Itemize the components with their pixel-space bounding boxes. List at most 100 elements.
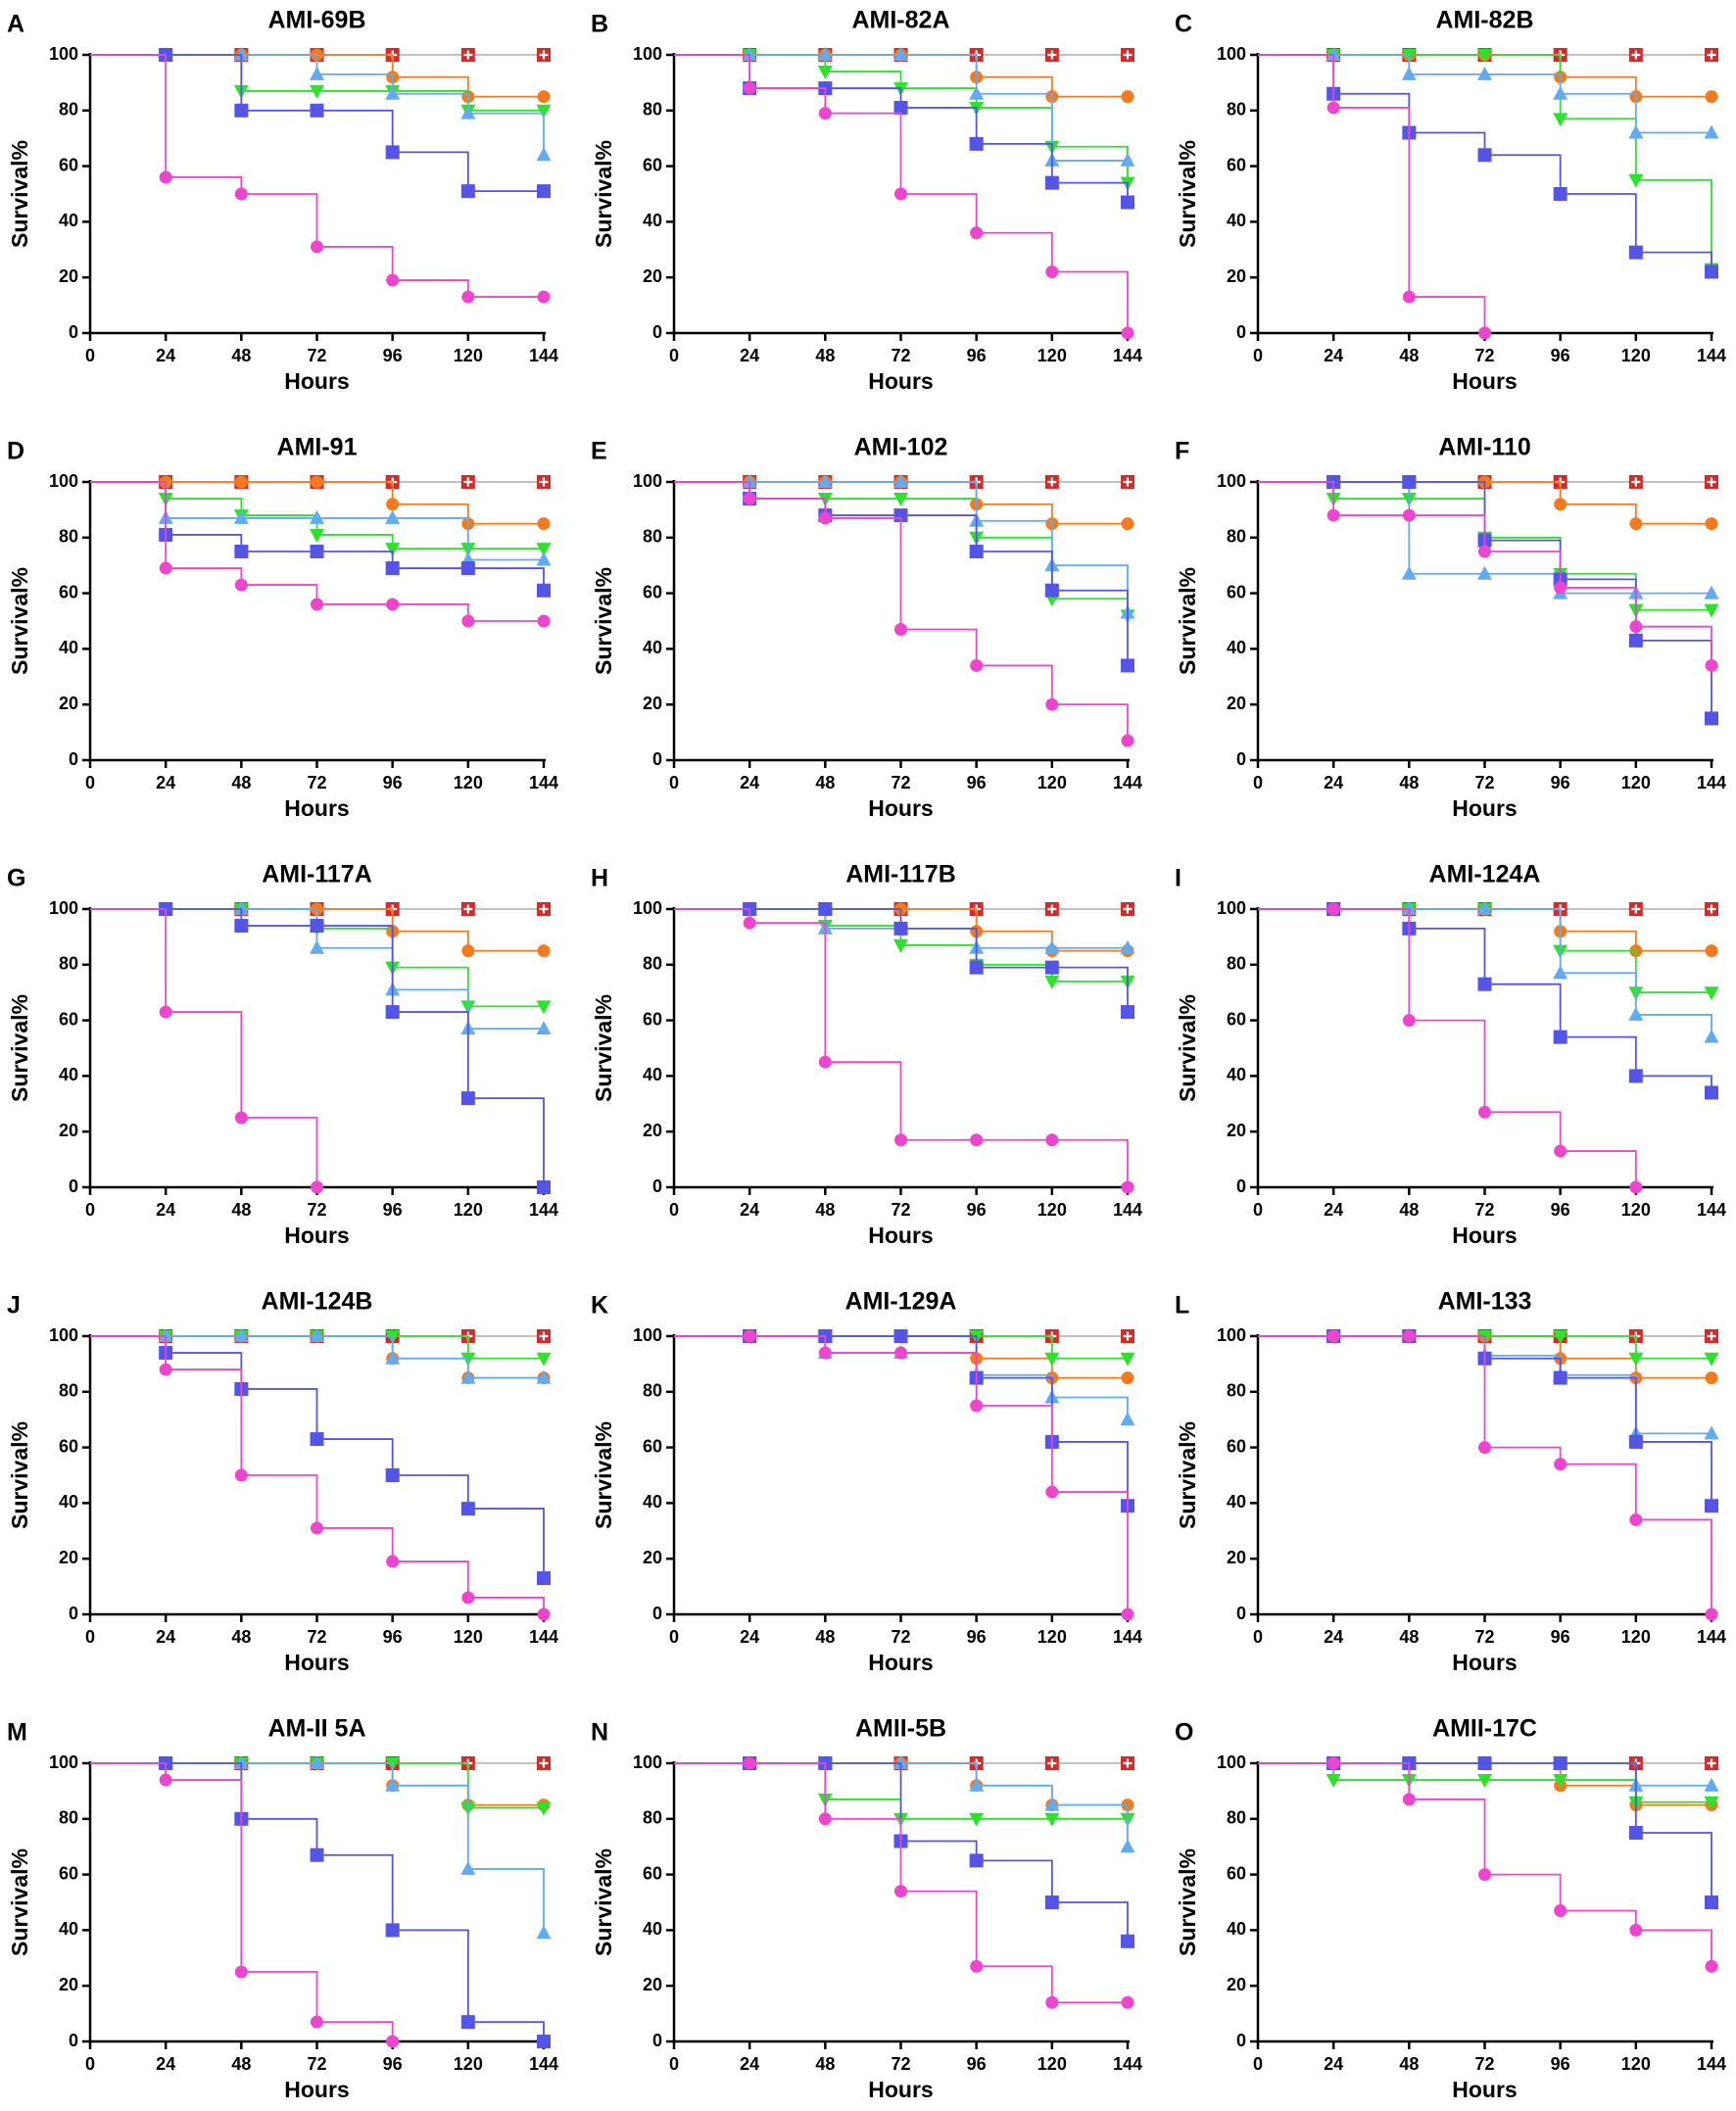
chart-panel-i: I AMI-124A 0 20 40 60 80 100 0 24 48 72 96 120 144 Hour… (1175, 861, 1726, 1248)
x-tick-label: 0 (85, 346, 95, 365)
chart-panel-b: B AMI-82A 0 20 40 60 80 100 0 24 48 72 96 120 144 Hours… (591, 7, 1142, 394)
data-point (537, 290, 551, 304)
x-tick-label: 120 (454, 773, 483, 792)
data-point (537, 48, 551, 62)
x-tick-label: 24 (156, 346, 175, 365)
x-tick-label: 72 (1474, 2054, 1494, 2074)
x-axis-label: Hours (284, 2077, 349, 2102)
x-tick-label: 24 (740, 2054, 759, 2074)
data-point (537, 184, 551, 199)
data-point (1477, 977, 1492, 991)
data-point (233, 47, 249, 61)
data-point (1121, 1005, 1134, 1020)
y-axis-label: Survival% (7, 994, 32, 1102)
marker-cross (1707, 1331, 1716, 1341)
data-point (1705, 1085, 1718, 1100)
data-point (233, 901, 249, 915)
x-tick-label: 48 (231, 2054, 251, 2074)
panel-letter: J (7, 1292, 21, 1319)
y-tick-label: 20 (643, 694, 662, 713)
chart-panel-l: L AMI-133 0 20 40 60 80 100 0 24 48 72 96 120 144 Hours… (1175, 1288, 1726, 1675)
series-pink (1258, 54, 1491, 340)
data-point (537, 2035, 551, 2048)
x-tick-label: 120 (1621, 346, 1651, 365)
data-point (1044, 1756, 1059, 1770)
data-point (1044, 960, 1059, 975)
y-tick-label: 60 (1227, 1009, 1246, 1029)
data-point (893, 921, 908, 936)
data-point (537, 1571, 551, 1586)
x-axis-label: Hours (1452, 1223, 1517, 1248)
x-tick-label: 120 (1037, 1627, 1067, 1647)
chart-panel-n: N AMII-5B 0 20 40 60 80 100 0 24 48 72 96 120 144 Hours… (591, 1715, 1142, 2102)
data-point (1553, 187, 1567, 201)
x-tick-label: 96 (967, 346, 987, 365)
data-point (1553, 1756, 1567, 1770)
data-point (1478, 545, 1491, 558)
data-point (893, 493, 908, 507)
y-tick-label: 100 (633, 1752, 662, 1772)
data-point (969, 1853, 984, 1868)
y-tick-label: 80 (643, 954, 662, 974)
marker-cross (1047, 1758, 1057, 1768)
y-tick-label: 80 (59, 527, 78, 547)
data-point (894, 623, 907, 637)
series-pink (674, 1756, 1134, 2009)
x-tick-label: 144 (1697, 773, 1726, 792)
y-tick-label: 100 (633, 1325, 662, 1345)
data-point (385, 1005, 400, 1020)
series-blue (674, 902, 1134, 1020)
data-point (460, 1860, 476, 1875)
data-point (1121, 1995, 1134, 2009)
y-tick-label: 0 (652, 1604, 662, 1623)
data-point (460, 561, 475, 576)
data-point (743, 1756, 756, 1770)
data-point (159, 561, 172, 575)
data-point (311, 2015, 323, 2029)
y-tick-label: 100 (49, 898, 78, 918)
x-tick-label: 0 (669, 1200, 679, 1220)
y-tick-label: 80 (59, 100, 78, 120)
x-tick-label: 72 (1474, 1627, 1494, 1647)
series-line (90, 1762, 545, 2041)
x-tick-label: 72 (891, 2054, 910, 2074)
y-tick-label: 80 (643, 527, 662, 547)
chart-panel-j: J AMI-124B 0 20 40 60 80 100 0 24 48 72 96 120 144 Hour… (7, 1288, 558, 1675)
data-point (461, 1591, 475, 1605)
data-point (1704, 986, 1719, 1001)
data-point (537, 1756, 551, 1770)
data-point (1628, 1069, 1643, 1083)
x-tick-label: 144 (1697, 1627, 1726, 1647)
panel-letter: N (591, 1719, 608, 1747)
data-point (1121, 90, 1134, 104)
chart-title: AMI-124A (1429, 861, 1541, 888)
marker-cross (463, 904, 473, 914)
y-tick-label: 20 (59, 694, 78, 713)
series-pink (674, 1329, 1134, 1621)
data-point (893, 474, 908, 488)
data-point (1554, 1144, 1567, 1158)
x-tick-label: 48 (815, 346, 835, 365)
x-tick-label: 144 (529, 1627, 558, 1647)
data-point (461, 614, 475, 628)
y-tick-label: 100 (633, 898, 662, 918)
x-tick-label: 72 (1474, 1200, 1494, 1220)
x-tick-label: 48 (1399, 346, 1419, 365)
chart-title: AMI-124B (262, 1288, 373, 1316)
y-tick-label: 60 (643, 1009, 662, 1029)
data-point (460, 475, 475, 489)
data-point (537, 944, 551, 958)
x-tick-label: 144 (1113, 2054, 1142, 2074)
chart-title: AMI-82A (851, 7, 949, 34)
panel-letter: H (591, 865, 608, 892)
data-point (1402, 290, 1416, 304)
marker-cross (539, 50, 549, 60)
y-axis-label: Survival% (7, 140, 32, 248)
x-tick-label: 120 (1037, 2054, 1067, 2074)
series-pink (1258, 902, 1643, 1194)
data-point (1477, 565, 1492, 580)
data-point (310, 103, 324, 118)
x-tick-label: 144 (529, 1200, 558, 1220)
data-point (385, 1777, 401, 1792)
series-blue (90, 902, 551, 1194)
